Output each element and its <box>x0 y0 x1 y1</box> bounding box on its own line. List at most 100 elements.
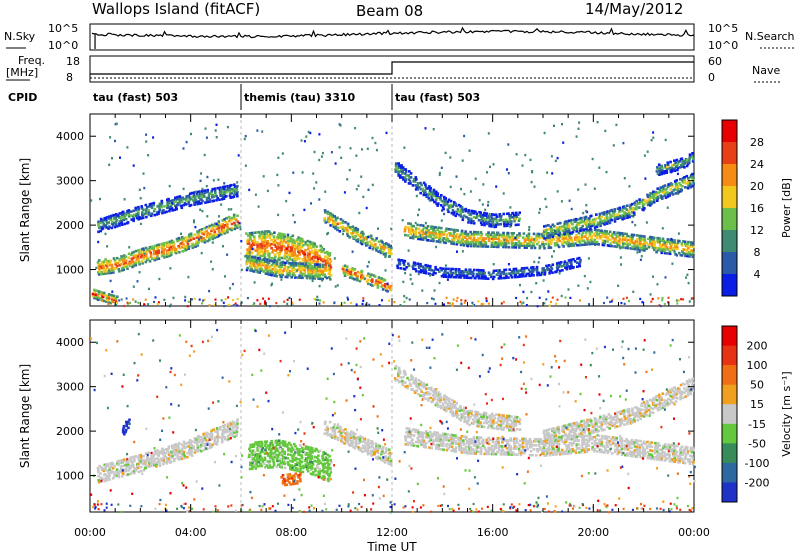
echo-cell <box>121 475 124 478</box>
echo-cell <box>301 470 305 474</box>
echo-cell <box>105 297 108 300</box>
echo-cell <box>275 465 279 469</box>
echo-cell <box>296 254 299 257</box>
echo-cell <box>629 241 632 244</box>
echo-cell <box>209 434 212 438</box>
echo-cell <box>174 196 177 200</box>
echo-cell <box>172 244 175 248</box>
echo-cell <box>263 236 266 239</box>
echo-cell <box>530 266 533 269</box>
echo-cell <box>576 240 579 243</box>
echo-cell <box>474 240 478 244</box>
echo-cell <box>573 260 577 263</box>
echo-cell <box>278 242 281 245</box>
echo-cell <box>426 302 429 305</box>
echo-cell <box>569 242 572 246</box>
echo-cell <box>265 264 269 268</box>
echo-cell <box>609 242 612 246</box>
echo-cell <box>605 214 608 217</box>
echo-cell <box>330 460 333 464</box>
echo-cell <box>495 221 499 224</box>
echo-cell <box>612 241 616 244</box>
echo-cell <box>613 218 617 221</box>
echo-cell <box>315 253 319 256</box>
echo-cell <box>555 262 559 265</box>
echo-cell <box>490 241 494 244</box>
echo-cell <box>424 221 427 225</box>
echo-cell <box>253 459 256 462</box>
echo-cell <box>291 458 295 461</box>
echo-cell <box>228 186 231 189</box>
echo-cell <box>557 265 560 269</box>
echo-cell <box>288 463 291 467</box>
echo-cell <box>100 299 103 302</box>
echo-cell <box>124 217 128 221</box>
echo-cell <box>205 235 208 239</box>
echo-cell <box>257 456 261 460</box>
echo-cell <box>287 265 290 269</box>
echo-cell <box>160 451 163 455</box>
echo-cell <box>384 254 387 257</box>
echo-cell <box>166 450 169 453</box>
echo-cell <box>305 451 309 455</box>
echo-cell <box>125 461 129 465</box>
echo-cell <box>381 284 384 287</box>
echo-cell <box>631 206 635 210</box>
y-tick-label: 4000 <box>56 130 84 143</box>
echo-cell <box>283 440 287 444</box>
echo-cell <box>208 304 211 307</box>
echo-cell <box>310 265 314 268</box>
echo-cell <box>118 224 121 227</box>
sparse-echoes <box>90 121 694 308</box>
echo-cell <box>342 430 345 434</box>
echo-cell <box>502 276 506 280</box>
echo-cell <box>326 260 329 264</box>
echo-cell <box>470 232 474 236</box>
echo-cell <box>497 223 500 226</box>
echo-cell <box>482 269 485 272</box>
echo-cell <box>96 296 100 299</box>
echo-cell <box>304 242 307 246</box>
echo-cell <box>681 177 685 180</box>
echo-cell <box>227 437 231 441</box>
echo-cell <box>510 272 513 275</box>
echo-cell <box>487 132 490 135</box>
echo-cell <box>568 238 571 242</box>
echo-cell <box>513 219 516 223</box>
echo-cell <box>278 441 282 444</box>
echo-cell <box>495 185 498 188</box>
echo-cell <box>253 455 257 458</box>
echo-cell <box>532 274 535 277</box>
echo-cell <box>175 448 178 452</box>
echo-cell <box>500 235 504 239</box>
echo-cell <box>108 261 112 265</box>
echo-cell <box>285 255 288 259</box>
echo-cell <box>488 237 491 240</box>
echo-cell <box>440 274 444 278</box>
echo-cell <box>648 200 652 203</box>
echo-cell <box>193 439 197 442</box>
echo-cell <box>656 166 659 169</box>
echo-cell <box>680 298 683 301</box>
echo-cell <box>663 302 666 306</box>
echo-cell <box>664 192 667 195</box>
echo-cell <box>277 268 280 272</box>
echo-cell <box>591 218 595 222</box>
echo-cell <box>420 183 423 187</box>
echo-cell <box>311 451 314 454</box>
echo-cell <box>408 230 412 234</box>
echo-cell <box>233 183 236 186</box>
echo-cell <box>334 217 338 220</box>
echo-cell <box>506 239 510 243</box>
echo-cell <box>307 247 310 251</box>
echo-cell <box>178 442 181 445</box>
echo-cell <box>388 451 392 455</box>
echo-cell <box>248 234 252 237</box>
echo-cell <box>289 483 292 486</box>
echo-cell <box>460 299 463 302</box>
echo-cell <box>164 243 168 246</box>
echo-cell <box>97 474 100 478</box>
echo-cell <box>407 249 410 252</box>
echo-cell <box>370 454 373 457</box>
colorbar-segment <box>722 142 737 165</box>
